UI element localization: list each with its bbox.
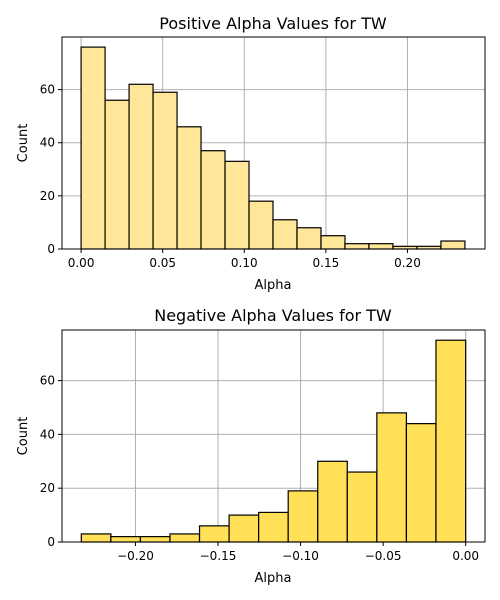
y-tick-label-3: 60 [40,374,55,388]
y-tick-label-0: 0 [47,242,55,256]
histogram-bar-9 [346,471,378,543]
x-tick-label-0: −0.20 [117,549,154,563]
negative-alpha-histogram: Negative Alpha Values for TW −0.20 −0.15−… [16,306,486,586]
histogram-bar-0 [80,533,112,543]
y-tick-label-2: 40 [40,427,55,441]
x-axis-label: Alpha [255,278,292,293]
histogram-bar-11 [344,243,370,250]
histogram-bar-8 [317,460,348,543]
histogram-bar-5 [200,150,226,250]
histogram-bar-6 [224,160,250,250]
x-axis-label: Alpha [255,571,292,586]
histogram-bar-12 [435,339,467,543]
axis-ticks: −0.20 −0.15 −0.10 −0.05 0.00 0 20 40 60 [40,374,479,563]
bars [80,46,466,250]
x-tick-label-0: 0.00 [68,256,95,270]
y-tick-label-2: 40 [40,136,55,150]
positive-alpha-histogram: Positive Alpha Values for TW 0.00 0.05 0.1… [16,14,486,293]
histogram-bar-5 [228,514,260,543]
bars [80,339,467,543]
x-tick-label-1: −0.15 [200,549,237,563]
histogram-bar-12 [368,243,394,250]
histogram-bar-10 [376,412,408,543]
chart-title: Negative Alpha Values for TW [154,306,392,325]
histogram-bar-15 [440,240,466,250]
histogram-bar-7 [287,490,319,543]
x-tick-label-4: 0.20 [394,256,421,270]
histogram-bar-9 [296,227,322,250]
histogram-bar-3 [152,91,178,250]
histogram-bar-0 [80,46,106,250]
y-tick-label-0: 0 [47,535,55,549]
histogram-bar-8 [272,219,298,250]
x-tick-label-1: 0.05 [149,256,176,270]
x-tick-label-2: −0.10 [282,549,319,563]
x-tick-label-4: 0.00 [452,549,479,563]
chart-title: Positive Alpha Values for TW [159,14,387,33]
plot-frame [61,329,486,543]
y-tick-label-1: 20 [40,481,55,495]
histogram-bar-1 [110,536,142,543]
x-tick-label-2: 0.10 [231,256,258,270]
y-axis-label: Count [16,417,31,456]
y-tick-label-3: 60 [40,83,55,97]
histogram-bar-6 [258,511,289,543]
histogram-bar-3 [169,533,201,543]
histogram-bar-2 [139,536,171,543]
histogram-bar-11 [405,423,437,543]
y-axis-label: Count [16,124,31,163]
histogram-bar-4 [198,525,230,543]
histogram-bar-10 [320,235,346,250]
x-tick-label-3: −0.05 [365,549,402,563]
y-tick-label-1: 20 [40,189,55,203]
histogram-bar-7 [248,200,274,250]
histogram-bar-1 [104,99,130,250]
histogram-bar-4 [176,126,202,250]
x-tick-label-3: 0.15 [313,256,340,270]
histogram-bar-2 [128,83,154,250]
axis-ticks: 0.00 0.05 0.10 0.15 0.20 0 20 40 60 [40,83,421,270]
